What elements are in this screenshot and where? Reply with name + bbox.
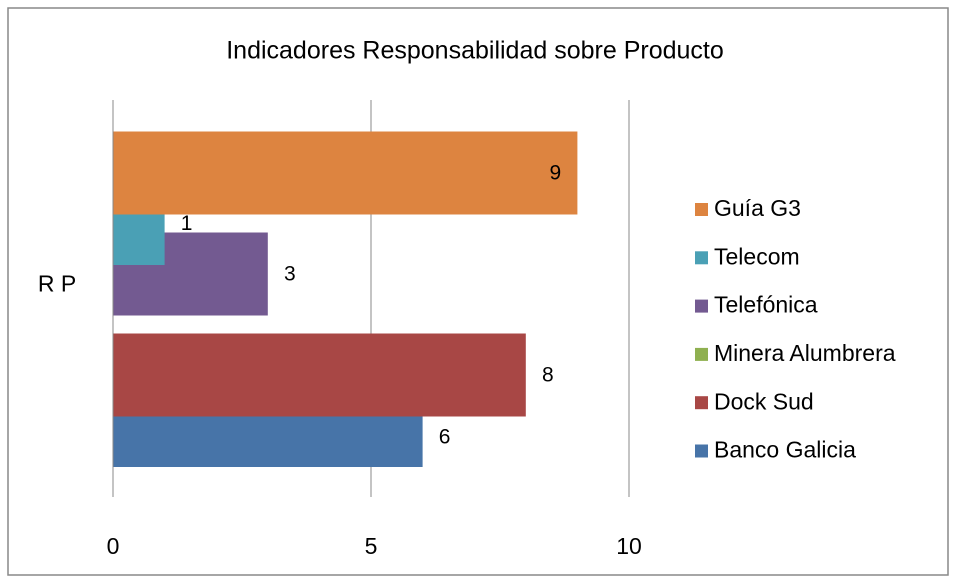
legend-label: Telecom — [714, 243, 800, 269]
y-tick-label: R P — [38, 271, 76, 297]
legend-label: Telefónica — [714, 292, 818, 318]
legend-swatch — [695, 203, 708, 216]
legend-swatch — [695, 251, 708, 265]
bar — [113, 131, 578, 215]
x-tick-label: 10 — [616, 533, 642, 559]
legend-swatch — [695, 299, 708, 313]
data-label: 9 — [550, 162, 562, 185]
legend-swatch — [695, 396, 708, 410]
legend-swatch — [695, 444, 708, 458]
legend-label: Minera Alumbrera — [714, 340, 896, 366]
data-label: 1 — [181, 212, 193, 235]
data-label: 6 — [439, 426, 451, 449]
legend-label: Guía G3 — [714, 195, 801, 221]
chart-title: Indicadores Responsabilidad sobre Produc… — [226, 37, 724, 65]
x-tick-label: 0 — [107, 533, 120, 559]
x-tick-label: 5 — [365, 533, 378, 559]
bar — [113, 333, 526, 417]
data-label: 8 — [542, 364, 554, 387]
legend-label: Banco Galicia — [714, 437, 856, 463]
data-label: 3 — [284, 263, 296, 286]
legend-swatch — [695, 347, 708, 361]
legend-label: Dock Sud — [714, 388, 814, 414]
